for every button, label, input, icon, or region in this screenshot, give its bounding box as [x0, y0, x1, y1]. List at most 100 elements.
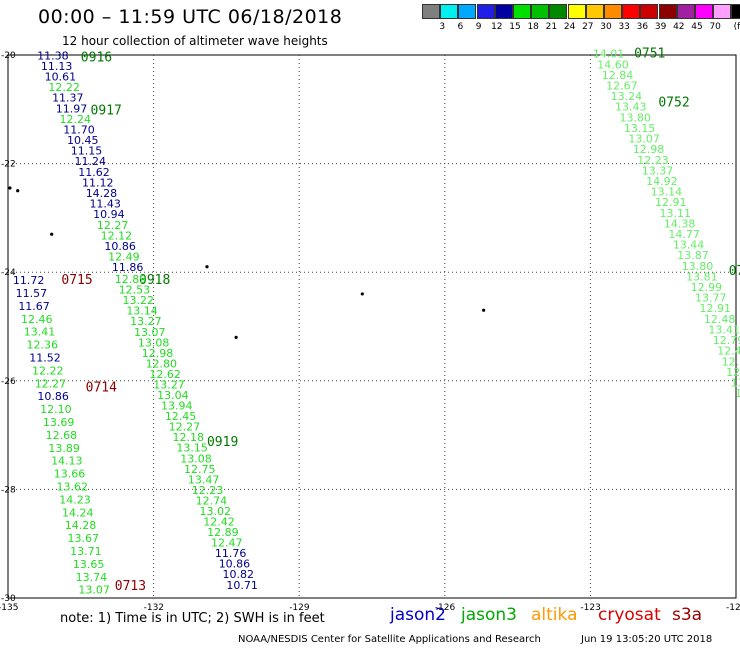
track-0751-values: 13.37	[642, 164, 674, 177]
track-0751-values: 12.91	[699, 302, 731, 315]
track-label-0918: 0918	[139, 273, 170, 288]
track-0916-value: 10.45	[67, 134, 99, 147]
track-0918-values: 12.42	[203, 516, 235, 529]
lon-tick-label: -129	[289, 603, 310, 613]
track-0751-values: 13.07	[628, 133, 660, 146]
page-subtitle: 12 hour collection of altimeter wave hei…	[62, 34, 328, 48]
track-0715-values: 14.28	[65, 519, 97, 532]
track-0715-values: 12.68	[46, 429, 78, 442]
legend-swatch	[531, 4, 550, 19]
satellite-cryosat-label: cryosat	[598, 605, 661, 625]
island-dot	[482, 308, 486, 312]
track-0715-values: 13.69	[43, 416, 74, 429]
island-dot	[50, 232, 54, 236]
track-0715-values: 13.89	[48, 442, 80, 455]
track-0916-value: 11.62	[78, 166, 110, 179]
track-0918-values: 12.18	[173, 431, 205, 444]
island-dot	[360, 292, 364, 296]
track-0918-values: 12.45	[165, 410, 197, 423]
track-0918-values: 13.22	[122, 294, 154, 307]
track-label-0715: 0715	[61, 273, 92, 288]
track-0918-values: 12.23	[192, 484, 224, 497]
track-0751-values: 13	[731, 376, 740, 389]
track-0916-value: 11.43	[89, 198, 121, 211]
lat-tick-label: -26	[1, 377, 16, 387]
track-0916-value: 11.37	[52, 92, 84, 105]
track-label-0752: 0752	[658, 96, 689, 111]
track-0715-values: 13.41	[24, 326, 55, 339]
track-0715-values: 12.36	[27, 339, 59, 352]
track-0918-values: 12.89	[207, 526, 239, 539]
legend-swatch	[604, 4, 622, 19]
track-0715-values: 14.23	[59, 493, 91, 506]
track-0918-values: 12.27	[169, 421, 201, 434]
track-0751-values: 12.84	[602, 69, 634, 82]
track-0916-value: 14.28	[86, 187, 118, 200]
track-0751-values: 13.11	[659, 207, 691, 220]
track-0918-values: 13.07	[134, 326, 166, 339]
track-0751-values: 13.43	[615, 101, 647, 114]
satellite-jason3-label: jason3	[461, 605, 517, 625]
legend-label: 18	[527, 22, 539, 32]
track-0751-values: 12.79	[713, 334, 740, 347]
track-0916-value: 10.94	[93, 208, 125, 221]
track-0751-values: 14.77	[668, 228, 700, 241]
track-0715-values: 11.57	[16, 287, 48, 300]
track-0918-values: 12.98	[142, 347, 174, 360]
satellite-jason2-label: jason2	[390, 605, 446, 625]
track-0751-values: 12.42	[717, 345, 740, 358]
footer-timestamp: Jun 19 13:05:20 UTC 2018	[581, 634, 713, 645]
note-text: note: 1) Time is in UTC; 2) SWH is in fe…	[60, 611, 325, 626]
track-0715-values: 13.71	[70, 545, 102, 558]
track-label-0919: 0919	[207, 435, 238, 450]
track-0916-value: 12.12	[101, 229, 133, 242]
track-0715-values: 13.67	[67, 532, 99, 545]
satellite-s3a-label: s3a	[672, 605, 703, 625]
track-0918-values: 11.76	[215, 547, 247, 560]
track-0918-values: 13.94	[161, 400, 193, 413]
track-0916-value: 12.22	[48, 81, 80, 94]
track-0751-values: 14.01	[593, 48, 625, 61]
track-0715-values: 13.66	[54, 468, 85, 481]
track-0918-values: 13.08	[138, 336, 170, 349]
lon-tick-label: -132	[144, 603, 164, 613]
track-0751-values: 12.98	[633, 143, 665, 156]
track-label-0714: 0714	[86, 381, 117, 396]
track-0918-values: 13.27	[153, 378, 185, 391]
track-0751-values: 13.80	[619, 111, 651, 124]
legend-unit: (ft)	[733, 22, 740, 32]
track-0918-values: 12.89	[115, 273, 147, 286]
track-0751-values: 13.41	[708, 323, 740, 336]
lat-tick-label: -24	[1, 268, 16, 278]
track-0715-values: 12.10	[40, 403, 72, 416]
track-0715-values: 12.46	[21, 313, 53, 326]
lon-tick-label: -135	[0, 603, 18, 613]
track-0751-values: 14.92	[646, 175, 678, 188]
track-0715-values: 14.13	[51, 455, 83, 468]
track-0715-values: 12.22	[32, 364, 64, 377]
legend-swatch	[440, 4, 459, 19]
track-0715-values: 11.67	[18, 300, 49, 313]
track-0715-values: 13.07	[78, 584, 110, 597]
legend-label: 39	[654, 22, 667, 32]
track-0751-values: 12.48	[704, 313, 736, 326]
map-frame	[7, 54, 737, 599]
track-0916-value: 12.24	[60, 113, 92, 126]
track-0751-values: 13.44	[673, 239, 705, 252]
track-0918-values: 12.62	[149, 368, 181, 381]
track-0916-value: 11.38	[37, 49, 68, 62]
track-0916-value: 10.61	[45, 71, 77, 84]
track-0918-values: 13.14	[126, 305, 158, 318]
track-0918-values: 12.75	[184, 463, 216, 476]
track-label-0916: 0916	[81, 51, 112, 66]
legend-swatch	[622, 4, 641, 19]
track-0715-values: 11.72	[13, 274, 45, 287]
track-label-075: 075	[729, 264, 740, 279]
track-0916-value: 11.70	[63, 123, 95, 136]
track-0751-values: 13.81	[686, 270, 718, 283]
track-0751-values: 14.38	[664, 217, 696, 230]
lat-tick-label: -20	[1, 51, 16, 61]
track-0751-values: 14.60	[597, 58, 629, 71]
track-0916-value: 10.86	[104, 240, 136, 253]
